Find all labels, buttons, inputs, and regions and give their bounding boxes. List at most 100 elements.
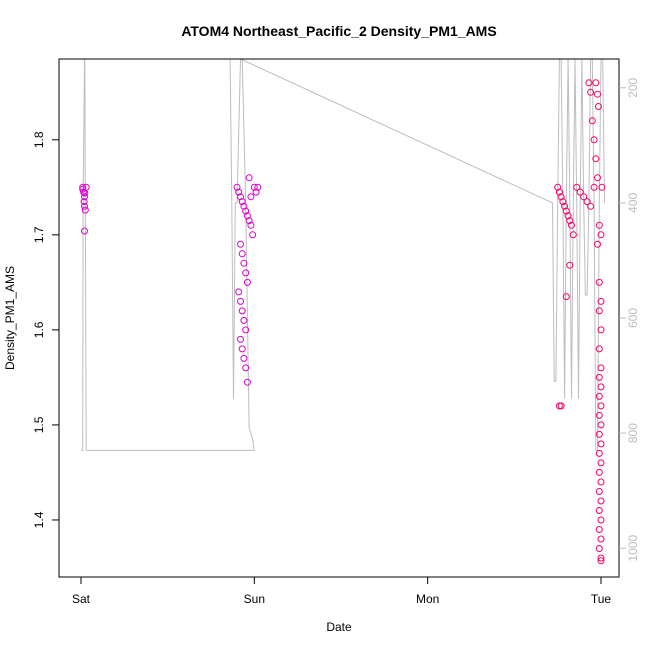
data-point xyxy=(597,326,605,334)
data-point xyxy=(597,440,605,448)
data-point xyxy=(592,155,600,163)
data-point xyxy=(585,79,593,87)
data-point xyxy=(559,198,567,206)
data-point xyxy=(597,557,605,565)
data-point xyxy=(247,193,255,201)
data-point xyxy=(557,402,565,410)
data-point xyxy=(597,364,605,372)
data-point xyxy=(597,459,605,467)
data-point xyxy=(595,373,603,381)
data-point xyxy=(594,103,602,110)
data-point xyxy=(81,189,89,197)
data-point xyxy=(595,430,603,438)
data-point xyxy=(597,478,605,486)
data-point xyxy=(81,227,88,235)
data-point xyxy=(237,297,244,305)
data-point xyxy=(595,345,603,353)
data-point xyxy=(595,307,603,315)
y-axis-right: 200 400 600 800 1000 xyxy=(619,77,640,562)
x-tick-label: Sat xyxy=(72,592,91,606)
x-tick-label: Sun xyxy=(244,592,265,606)
data-point xyxy=(597,231,605,239)
data-point xyxy=(242,269,250,277)
x-axis-label: Date xyxy=(326,620,352,634)
data-point xyxy=(595,411,603,419)
data-point xyxy=(597,297,605,305)
data-point xyxy=(238,307,246,315)
data-point xyxy=(252,188,260,196)
data-point xyxy=(580,193,588,201)
data-point xyxy=(598,183,606,191)
data-point xyxy=(576,188,584,196)
data-point xyxy=(235,288,243,296)
data-point xyxy=(79,185,87,193)
data-point xyxy=(595,278,603,286)
data-point xyxy=(595,507,603,514)
data-point xyxy=(562,293,570,301)
data-point xyxy=(594,90,601,98)
data-point xyxy=(555,188,563,196)
data-point xyxy=(237,193,244,201)
data-point xyxy=(597,497,605,505)
data-point xyxy=(554,183,562,191)
data-point xyxy=(237,335,244,343)
y-axis-label: Density_PM1_AMS xyxy=(3,266,17,370)
data-point xyxy=(81,193,88,201)
data-point xyxy=(240,354,248,362)
data-point xyxy=(245,174,253,182)
altitude-trace-layer xyxy=(81,59,605,451)
data-point xyxy=(238,345,246,353)
y2-tick-label: 800 xyxy=(626,423,640,443)
altitude-line xyxy=(81,59,605,451)
data-point xyxy=(569,231,577,239)
y-tick-label: 1.8 xyxy=(32,131,46,148)
y-tick-label: 1.4 xyxy=(32,511,46,528)
data-point xyxy=(238,250,246,258)
y-tick-label: 1.7 xyxy=(32,226,46,243)
data-point xyxy=(566,217,574,225)
data-point xyxy=(595,392,603,400)
data-point xyxy=(564,212,572,220)
data-point xyxy=(597,535,605,543)
data-point xyxy=(242,207,250,215)
y2-tick-label: 600 xyxy=(626,308,640,328)
y2-tick-label: 400 xyxy=(626,193,640,213)
data-point xyxy=(568,221,575,229)
data-point xyxy=(240,316,248,324)
data-point xyxy=(250,183,258,191)
y-tick-label: 1.5 xyxy=(32,416,46,433)
y-tick-label: 1.6 xyxy=(32,321,46,338)
data-point xyxy=(592,79,600,87)
data-point xyxy=(243,378,251,386)
data-point xyxy=(573,183,581,191)
data-point xyxy=(595,488,603,495)
data-point xyxy=(557,193,565,201)
data-point xyxy=(595,545,603,552)
data-point xyxy=(595,449,603,457)
data-point xyxy=(588,117,596,125)
data-point xyxy=(80,198,88,206)
data-point xyxy=(81,206,89,214)
y-axis-left: 1.4 1.5 1.6 1.7 1.8 xyxy=(32,131,59,528)
data-point xyxy=(594,240,601,248)
data-point xyxy=(595,221,603,229)
data-point xyxy=(597,402,605,410)
data-point xyxy=(81,202,88,210)
data-point xyxy=(242,326,250,334)
data-point xyxy=(240,259,248,267)
x-tick-label: Tue xyxy=(591,592,612,606)
data-point xyxy=(597,421,605,429)
data-points-layer xyxy=(79,79,606,565)
data-point xyxy=(254,183,262,191)
data-point xyxy=(242,364,250,372)
data-point xyxy=(243,212,251,220)
chart-title: ATOM4 Northeast_Pacific_2 Density_PM1_AM… xyxy=(181,23,496,39)
data-point xyxy=(583,198,591,206)
data-point xyxy=(561,202,569,210)
data-point xyxy=(238,198,246,206)
data-point xyxy=(249,231,257,239)
x-tick-label: Mon xyxy=(416,592,439,606)
data-point xyxy=(245,217,253,225)
